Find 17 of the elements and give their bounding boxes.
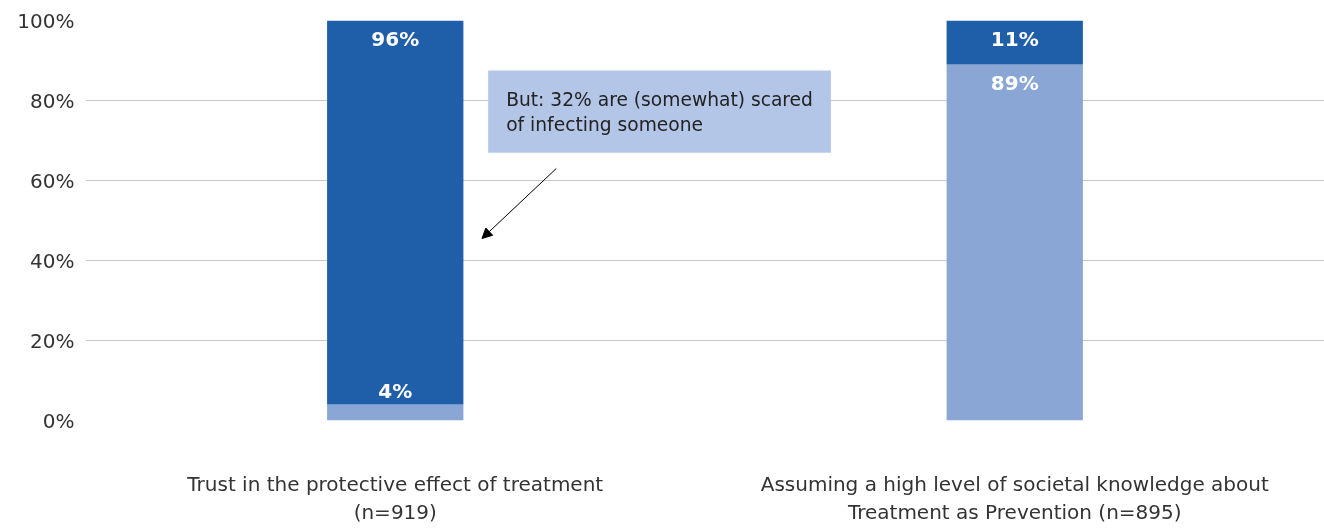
bar [327, 404, 464, 421]
bar [327, 20, 464, 405]
data-label: 89% [990, 70, 1039, 95]
bar [946, 64, 1083, 421]
y-tick-label: 80% [30, 88, 75, 113]
bar [946, 20, 1083, 65]
y-tick-label: 20% [30, 328, 75, 353]
annotation: But: 32% are (somewhat) scared of infecting someone [506, 88, 813, 135]
x-tick-label: Trust in the protective effect of treatment (n=919) [186, 471, 604, 525]
y-tick-label: 0% [42, 408, 75, 433]
y-tick-label: 100% [17, 8, 75, 33]
data-label: 11% [990, 26, 1039, 51]
y-tick-label: 40% [30, 248, 75, 273]
data-label: 4% [378, 378, 413, 403]
x-tick-label: Assuming a high level of societal knowledge about Treatment as Prevention (n=895) [760, 471, 1269, 525]
y-tick-label: 60% [30, 168, 75, 193]
data-label: 96% [371, 26, 420, 51]
